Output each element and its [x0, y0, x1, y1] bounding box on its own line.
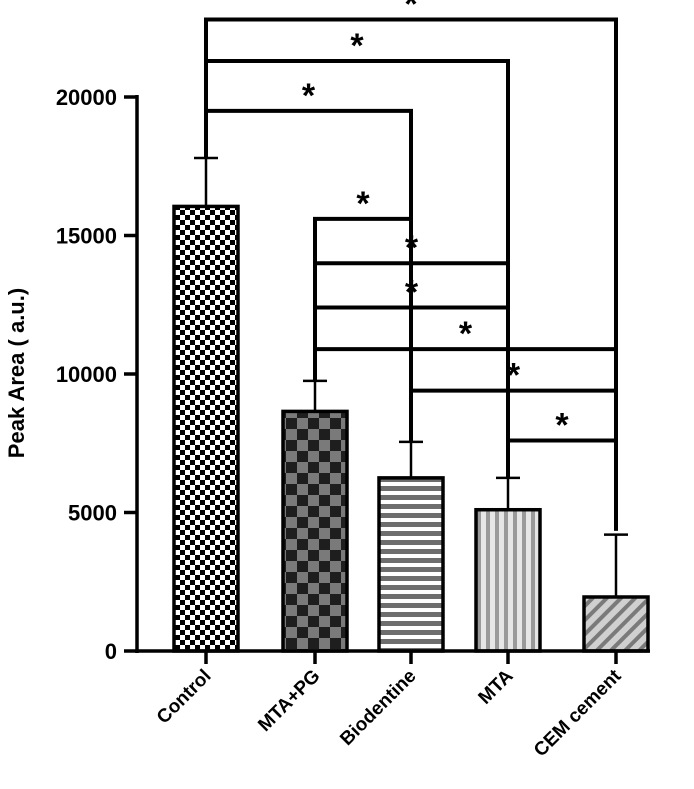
bar	[172, 204, 240, 653]
y-axis-title: Peak Area ( a.u.)	[4, 288, 29, 458]
significance-bracket	[204, 58, 510, 474]
significance-star: *	[405, 229, 419, 267]
significance-star: *	[302, 77, 316, 115]
significance-bracket	[313, 216, 413, 438]
category-label: Control	[153, 666, 216, 729]
category-label: MTA	[475, 665, 518, 708]
error-bars	[194, 156, 628, 597]
significance-brackets: * * * * * * * * *	[204, 0, 618, 531]
y-tick-label: 15000	[56, 224, 117, 249]
category-label: CEM cement	[530, 665, 626, 761]
significance-star: *	[555, 406, 569, 444]
category-label: Biodentine	[336, 666, 420, 750]
y-tick-label: 10000	[56, 362, 117, 387]
bar	[281, 409, 349, 653]
significance-star: *	[356, 185, 370, 223]
y-tick-label: 20000	[56, 85, 117, 110]
category-label: MTA+PG	[254, 666, 324, 736]
significance-star: *	[404, 0, 418, 23]
bar	[377, 476, 445, 653]
significance-star: *	[507, 357, 521, 395]
significance-bracket	[506, 438, 618, 531]
axes	[124, 95, 650, 664]
significance-star: *	[459, 315, 473, 353]
y-tick-label: 5000	[68, 501, 117, 526]
y-tick-label: 0	[105, 639, 117, 664]
significance-star: *	[350, 27, 364, 65]
bar	[474, 507, 542, 653]
significance-star: *	[405, 274, 419, 312]
bar	[582, 595, 650, 653]
